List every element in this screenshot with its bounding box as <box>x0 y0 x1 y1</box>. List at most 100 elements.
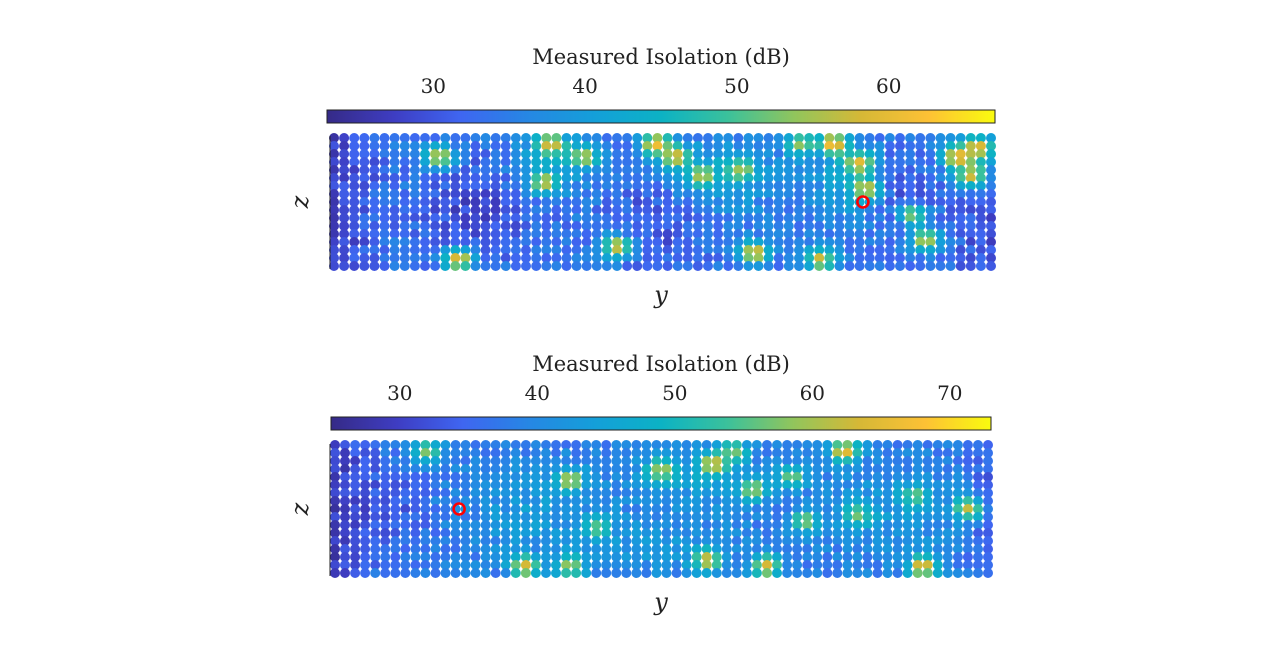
data-point <box>561 512 572 522</box>
data-point <box>531 221 542 231</box>
data-point <box>753 213 764 223</box>
data-point <box>389 229 400 239</box>
data-point <box>561 448 572 458</box>
data-point <box>340 568 350 578</box>
data-point <box>723 165 734 175</box>
data-point <box>711 472 722 482</box>
data-point <box>480 261 491 271</box>
data-point <box>531 229 542 239</box>
data-point <box>792 520 803 530</box>
data-point <box>561 544 572 554</box>
data-point <box>772 528 782 538</box>
data-point <box>551 520 561 530</box>
data-point <box>672 133 683 143</box>
data-point <box>741 472 752 482</box>
data-point <box>763 237 774 247</box>
data-point <box>541 165 552 175</box>
data-point <box>460 440 471 450</box>
data-point <box>773 253 784 263</box>
data-point <box>530 456 541 466</box>
data-point <box>691 488 702 498</box>
data-point <box>915 141 926 151</box>
data-point <box>681 488 692 498</box>
data-point <box>541 149 552 159</box>
data-point <box>470 472 481 482</box>
data-point <box>530 480 541 490</box>
data-point <box>773 165 784 175</box>
data-point <box>379 173 390 183</box>
data-point <box>741 536 752 546</box>
data-point <box>591 181 602 191</box>
data-point <box>651 440 662 450</box>
data-point <box>842 440 853 450</box>
data-point <box>661 568 672 578</box>
data-point <box>762 464 772 474</box>
data-point <box>632 261 643 271</box>
data-point <box>380 440 391 450</box>
data-point <box>733 205 744 215</box>
data-point <box>379 221 390 231</box>
data-point <box>612 221 622 231</box>
data-point <box>773 221 784 231</box>
data-point <box>965 173 976 183</box>
data-point <box>561 536 572 546</box>
data-point <box>895 213 905 223</box>
data-point <box>692 221 703 231</box>
data-point <box>955 141 966 151</box>
data-point <box>339 253 350 263</box>
data-point <box>340 536 350 546</box>
data-point <box>551 448 561 458</box>
data-point <box>902 560 913 570</box>
data-point <box>369 221 380 231</box>
data-point <box>541 488 551 498</box>
data-point <box>965 221 976 231</box>
data-point <box>955 213 966 223</box>
data-point <box>912 512 923 522</box>
data-point <box>962 560 973 570</box>
data-point <box>902 544 913 554</box>
data-point <box>470 261 481 271</box>
data-point <box>612 133 622 143</box>
data-point <box>480 536 491 546</box>
data-point <box>642 261 653 271</box>
data-point <box>662 141 673 151</box>
data-point <box>713 197 724 207</box>
data-point <box>844 253 855 263</box>
data-point <box>864 181 875 191</box>
data-point <box>360 480 371 490</box>
data-point <box>895 229 905 239</box>
data-point <box>952 512 963 522</box>
data-point <box>500 149 511 159</box>
data-point <box>822 448 833 458</box>
data-point <box>942 472 953 482</box>
data-point <box>652 133 663 143</box>
data-point <box>340 560 350 570</box>
data-point <box>631 544 642 554</box>
colorbar-tick-label: 50 <box>724 74 749 98</box>
data-point <box>370 456 381 466</box>
data-point <box>802 504 813 514</box>
data-point <box>741 496 752 506</box>
data-point <box>973 480 983 490</box>
data-point <box>420 245 430 255</box>
data-point <box>450 261 461 271</box>
data-point <box>541 133 552 143</box>
data-point <box>733 221 744 231</box>
data-point <box>601 165 612 175</box>
data-point <box>520 504 531 514</box>
data-point <box>824 181 835 191</box>
data-point <box>912 440 923 450</box>
data-point <box>651 456 662 466</box>
data-point <box>480 149 491 159</box>
data-point <box>541 552 551 562</box>
data-point <box>983 544 993 554</box>
data-point <box>641 512 652 522</box>
data-point <box>763 157 774 167</box>
data-point <box>772 448 782 458</box>
data-point <box>632 181 643 191</box>
data-point <box>874 181 885 191</box>
data-point <box>874 205 885 215</box>
data-point <box>834 197 845 207</box>
data-point <box>671 496 682 506</box>
data-point <box>973 472 983 482</box>
